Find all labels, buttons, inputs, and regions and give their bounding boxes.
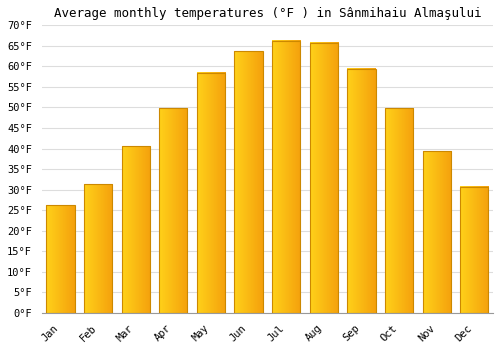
Bar — [385, 108, 413, 313]
Bar — [84, 184, 112, 313]
Bar — [46, 205, 74, 313]
Bar — [460, 187, 488, 313]
Bar — [310, 43, 338, 313]
Bar — [197, 72, 225, 313]
Bar — [272, 41, 300, 313]
Bar — [348, 69, 376, 313]
Bar — [234, 51, 262, 313]
Bar — [159, 108, 188, 313]
Title: Average monthly temperatures (°F ) in Sânmihaiu Almaşului: Average monthly temperatures (°F ) in Sâ… — [54, 7, 481, 20]
Bar — [422, 151, 450, 313]
Bar — [122, 146, 150, 313]
